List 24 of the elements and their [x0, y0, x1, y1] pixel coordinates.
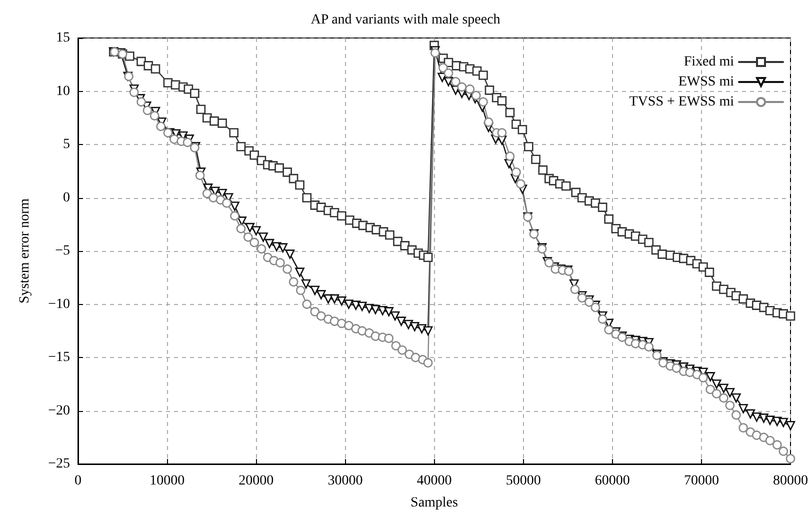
- y-tick-label: −10: [48, 296, 70, 312]
- y-tick-label: −20: [48, 403, 70, 418]
- x-tick-label: 0: [74, 474, 82, 488]
- y-tick-label: −15: [48, 350, 70, 365]
- x-tick-label: 50000: [506, 474, 541, 488]
- y-tick-label: 0: [63, 190, 70, 206]
- y-axis-title: System error norm: [18, 198, 32, 304]
- y-tick-label: 10: [56, 84, 70, 99]
- y-tick-label: 5: [63, 137, 70, 152]
- x-axis-title: Samples: [410, 496, 458, 510]
- x-tick-label: 80000: [773, 474, 808, 488]
- chart-title: AP and variants with male speech: [310, 12, 500, 28]
- x-tick-label: 30000: [328, 474, 363, 488]
- legend-label: EWSS mi: [678, 74, 734, 90]
- x-tick-label: 70000: [684, 474, 719, 488]
- legend-label: Fixed mi: [684, 54, 734, 70]
- x-tick-label: 60000: [594, 474, 630, 488]
- y-tick-label: −25: [48, 456, 70, 472]
- x-tick-label: 20000: [238, 474, 274, 488]
- legend-label: TVSS + EWSS mi: [629, 94, 734, 110]
- x-tick-label: 40000: [416, 474, 452, 488]
- y-tick-label: 15: [56, 30, 70, 46]
- y-tick-label: −5: [55, 244, 70, 258]
- x-tick-label: 10000: [150, 474, 185, 488]
